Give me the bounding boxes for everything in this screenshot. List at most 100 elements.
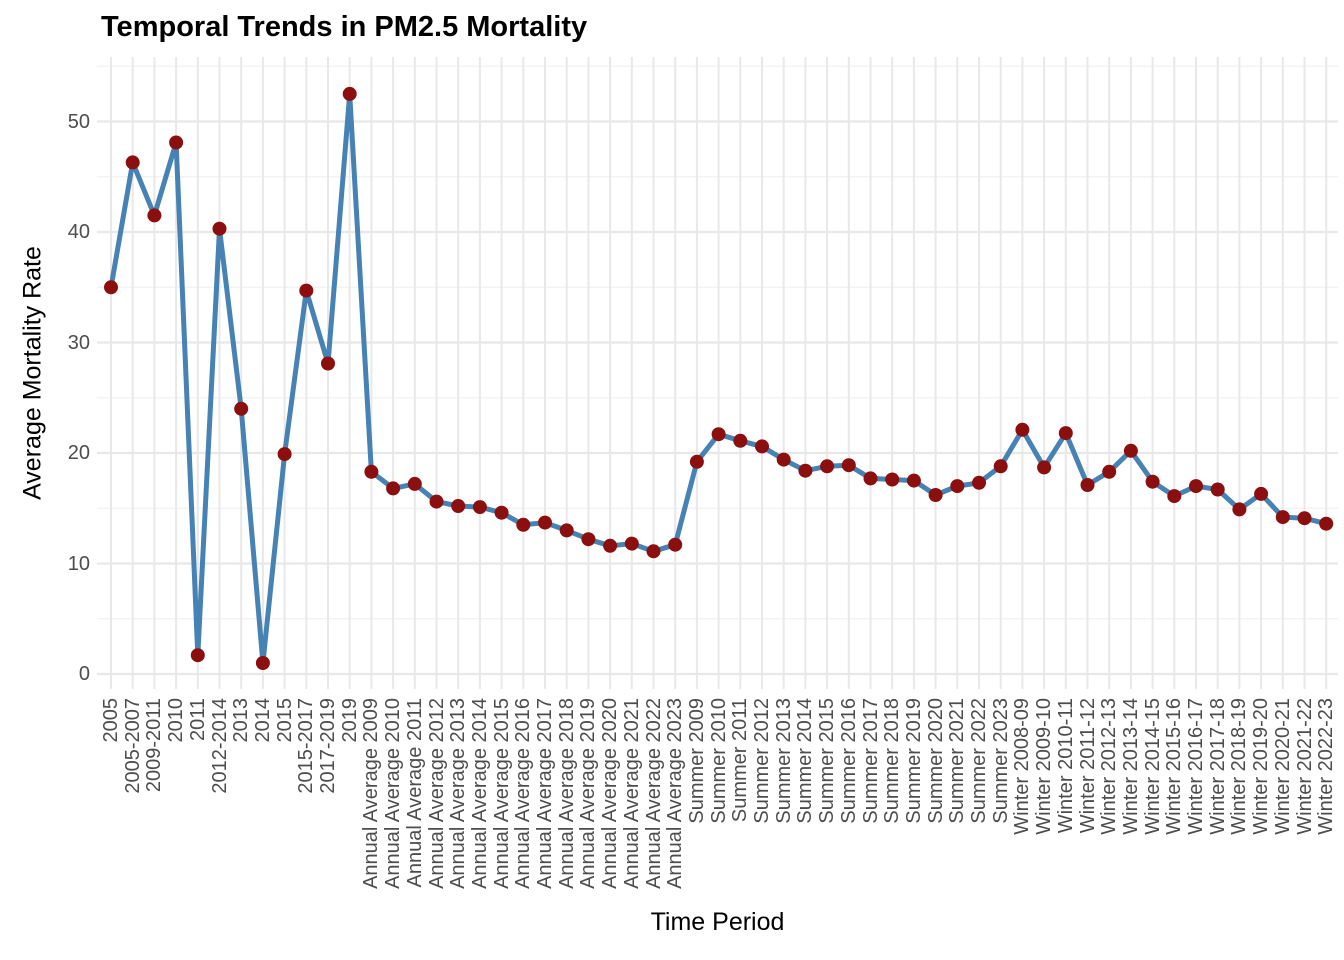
data-point xyxy=(950,479,965,494)
data-point xyxy=(1254,486,1269,501)
x-tick-label: Annual Average 2012 xyxy=(425,698,448,889)
data-point xyxy=(190,648,205,663)
data-point xyxy=(234,401,249,416)
data-point xyxy=(1167,489,1182,504)
x-tick-label: 2015-2017 xyxy=(295,698,318,794)
x-tick-label: 2013 xyxy=(230,698,253,743)
x-tick-label: Winter 2022-23 xyxy=(1315,698,1338,835)
data-point xyxy=(255,656,270,670)
x-tick-label: Winter 2009-10 xyxy=(1033,698,1056,835)
data-point xyxy=(689,454,704,469)
data-point xyxy=(755,439,769,454)
data-point xyxy=(1102,464,1117,479)
data-point xyxy=(147,208,162,223)
x-tick-label: 2012-2014 xyxy=(208,698,231,794)
x-tick-label: Summer 2021 xyxy=(946,698,969,824)
x-tick-label: Annual Average 2017 xyxy=(534,698,556,889)
data-point xyxy=(559,523,574,538)
y-tick-label: 50 xyxy=(67,110,90,133)
y-tick-label: 40 xyxy=(67,221,90,243)
x-tick-label: Annual Average 2011 xyxy=(403,698,426,888)
data-point xyxy=(668,537,683,552)
data-point xyxy=(321,356,335,371)
data-point xyxy=(841,458,856,473)
data-point xyxy=(885,472,900,487)
data-point xyxy=(624,536,639,551)
x-tick-label: Winter 2011-12 xyxy=(1076,698,1099,834)
x-tick-label: 2009-2011 xyxy=(143,698,166,793)
x-tick-label: Summer 2016 xyxy=(837,698,860,824)
data-point xyxy=(277,447,292,462)
x-tick-label: Winter 2021-22 xyxy=(1293,698,1316,835)
x-tick-label: Annual Average 2014 xyxy=(468,698,491,889)
x-axis-title: Time Period xyxy=(650,908,785,936)
data-point xyxy=(993,459,1008,474)
data-point xyxy=(1189,479,1203,494)
data-point xyxy=(1080,478,1095,492)
data-point xyxy=(104,280,118,295)
data-point xyxy=(125,155,140,170)
x-tick-label: Summer 2019 xyxy=(902,698,925,824)
data-point xyxy=(407,476,422,491)
chart-title: Temporal Trends in PM2.5 Mortality xyxy=(101,11,588,43)
data-point xyxy=(603,538,618,553)
x-tick-label: Annual Average 2019 xyxy=(577,698,600,889)
data-point xyxy=(342,86,357,101)
data-point xyxy=(1037,460,1052,475)
data-point xyxy=(386,481,401,496)
y-tick-label: 10 xyxy=(67,552,90,575)
x-tick-label: Annual Average 2010 xyxy=(382,698,405,889)
vertical-gridlines xyxy=(110,57,1328,689)
x-tick-label: Annual Average 2023 xyxy=(664,698,687,889)
x-tick-label: 2005 xyxy=(100,698,122,743)
data-point xyxy=(1123,443,1138,458)
data-point xyxy=(364,464,379,479)
x-tick-label: 2010 xyxy=(165,698,188,743)
data-point xyxy=(1319,516,1334,531)
data-point xyxy=(1058,426,1073,441)
x-tick-label: Annual Average 2020 xyxy=(599,698,622,889)
data-point xyxy=(972,475,986,490)
data-point xyxy=(299,283,314,298)
data-point xyxy=(863,471,878,486)
major-gridlines xyxy=(97,120,1338,676)
data-point xyxy=(906,473,921,488)
data-point xyxy=(820,459,835,474)
y-tick-label: 20 xyxy=(67,442,90,464)
x-tick-label: 2017-2019 xyxy=(317,698,339,794)
x-tick-label: 2015 xyxy=(273,698,296,743)
data-point xyxy=(1145,474,1160,489)
data-point xyxy=(516,517,531,532)
data-point xyxy=(494,505,509,520)
data-point xyxy=(538,515,552,530)
y-tick-label: 30 xyxy=(67,331,90,354)
data-point xyxy=(429,494,444,509)
x-tick-label: Summer 2009 xyxy=(685,698,708,824)
x-tick-label: Annual Average 2015 xyxy=(490,698,513,889)
x-tick-label: Summer 2018 xyxy=(881,698,904,824)
data-point xyxy=(169,135,184,150)
x-tick-label: Winter 2018-19 xyxy=(1228,698,1251,835)
x-tick-label: 2011 xyxy=(186,698,209,742)
y-tick-label: 0 xyxy=(78,663,90,685)
x-tick-label: Winter 2015-16 xyxy=(1163,698,1186,835)
x-tick-label: Annual Average 2009 xyxy=(360,698,383,889)
x-tick-label: Summer 2012 xyxy=(751,698,773,824)
x-tick-label: Annual Average 2022 xyxy=(642,698,665,889)
data-point xyxy=(776,452,791,467)
data-point xyxy=(212,221,227,236)
data-point xyxy=(451,499,466,513)
data-point xyxy=(1297,511,1312,526)
data-point xyxy=(1232,502,1247,517)
x-tick-label: Annual Average 2021 xyxy=(620,698,643,889)
x-tick-label: Winter 2020-21 xyxy=(1271,698,1294,835)
x-tick-label: Winter 2013-14 xyxy=(1119,698,1142,835)
data-point xyxy=(1275,510,1290,525)
x-tick-label: Winter 2014-15 xyxy=(1141,698,1164,835)
data-point xyxy=(1210,482,1225,497)
x-tick-label: Winter 2012-13 xyxy=(1098,698,1121,835)
data-point xyxy=(798,463,813,478)
mortality-trend-series xyxy=(104,86,1334,670)
